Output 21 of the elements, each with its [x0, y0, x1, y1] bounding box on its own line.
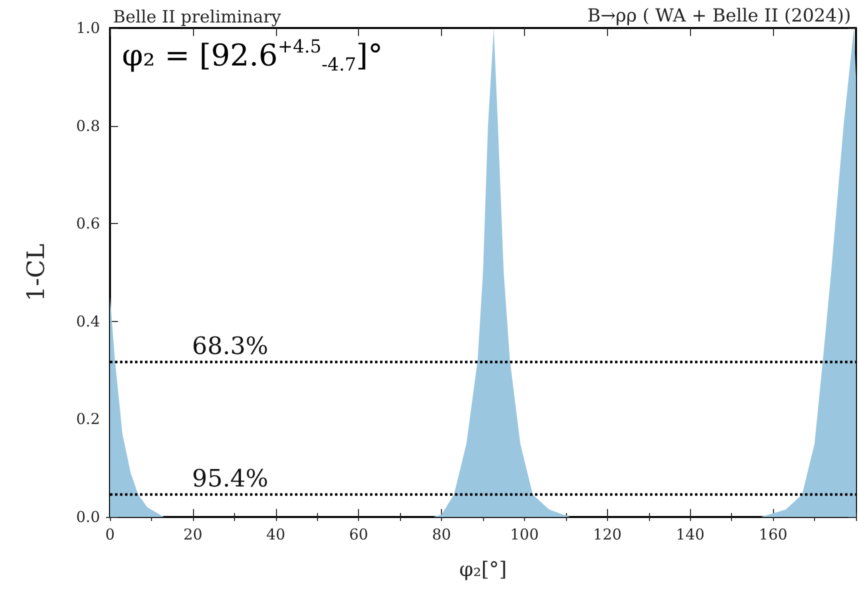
x-tick-label: 160: [758, 526, 788, 544]
x-tick-label: 80: [432, 526, 452, 544]
x-axis-title: φ₂[°]: [459, 557, 507, 581]
y-tick-label: 1.0: [76, 19, 100, 37]
x-tick-label: 100: [510, 526, 539, 544]
y-tick-label: 0.4: [76, 312, 100, 330]
y-tick-label: 0.6: [76, 214, 100, 233]
y-axis-title: 1-CL: [22, 244, 50, 302]
x-tick-label: 120: [593, 526, 622, 544]
x-tick-label: 0: [105, 526, 115, 544]
chart-subtitle: B→ρρ ( WA + Belle II (2024)): [587, 6, 851, 26]
x-tick-label: 40: [266, 526, 286, 544]
chart-title: Belle II preliminary: [113, 8, 282, 28]
y-tick-label: 0.0: [76, 508, 100, 526]
x-tick-label: 20: [183, 526, 202, 544]
annotation: 95.4%: [192, 464, 268, 493]
annotation: 68.3%: [192, 332, 268, 360]
x-tick-label: 60: [349, 526, 368, 544]
y-tick-label: 0.8: [76, 116, 100, 135]
x-tick-label: 140: [676, 526, 705, 544]
y-tick-label: 0.2: [76, 410, 100, 428]
